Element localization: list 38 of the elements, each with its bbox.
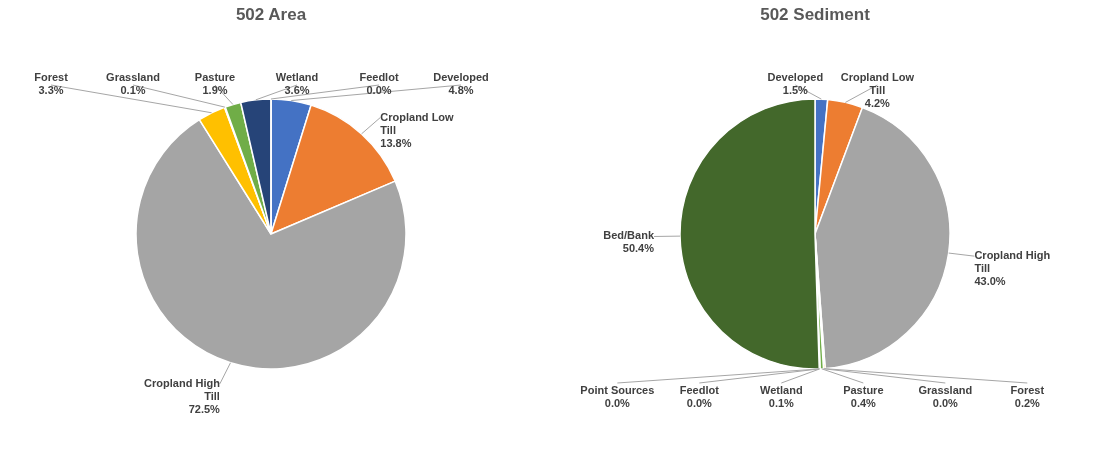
data-label: 72.5% — [188, 402, 221, 415]
category-label: Feedlot — [679, 384, 719, 396]
data-label: 3.6% — [284, 84, 310, 96]
slice-label: Cropland High Till — [144, 376, 221, 402]
category-label: Point Sources — [580, 384, 655, 396]
data-label: 0.1% — [120, 84, 146, 96]
slice-label: Pasture — [843, 384, 884, 396]
data-label: 0.4% — [850, 397, 877, 409]
data-label: 43.0% — [974, 275, 1006, 288]
slice-label: Cropland High Till — [974, 249, 1051, 275]
data-label: 13.8% — [380, 136, 412, 149]
data-label: 1.5% — [782, 84, 809, 96]
slice-label: Developed — [433, 71, 489, 83]
data-label: 0.1% — [768, 397, 795, 409]
slice-label: Wetland — [275, 71, 319, 83]
slice-label: Grassland — [106, 71, 160, 83]
slice-label: Forest — [1010, 384, 1045, 396]
category-label: Grassland — [918, 384, 973, 396]
category-label: Feedlot — [359, 71, 399, 83]
chart-title: 502 Sediment — [760, 5, 871, 24]
slice-label: Developed — [767, 71, 824, 83]
slice-label: Forest — [34, 71, 69, 83]
slice-label: Pasture — [194, 71, 236, 83]
chart-title: 502 Area — [235, 5, 307, 24]
slice-label: Cropland Low Till — [380, 110, 455, 136]
text: 0.0% — [366, 84, 392, 96]
slice-label: Wetland — [760, 384, 803, 396]
data-label: 4.2% — [864, 97, 891, 109]
data-label: 50.4% — [622, 242, 655, 255]
data-label: 4.8% — [448, 84, 474, 96]
text: 0.0% — [686, 397, 712, 409]
data-label: 1.9% — [202, 84, 228, 96]
slice-label: Cropland Low Till — [840, 71, 915, 96]
slice-label: Bed/Bank — [603, 229, 655, 242]
data-label: 0.2% — [1014, 397, 1041, 409]
text: 0.0% — [932, 397, 958, 409]
text: 0.0% — [604, 397, 630, 409]
data-label: 3.3% — [38, 84, 64, 96]
